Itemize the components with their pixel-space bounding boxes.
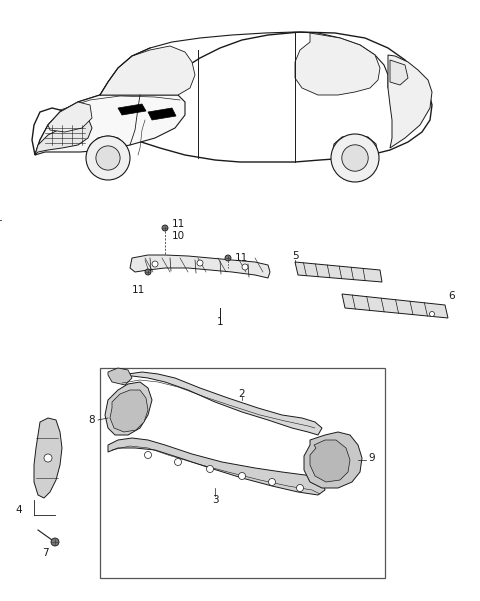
Polygon shape [108, 438, 325, 495]
Circle shape [331, 134, 379, 182]
Circle shape [297, 484, 303, 492]
Text: 3: 3 [212, 495, 218, 505]
Circle shape [175, 459, 181, 466]
Text: 5: 5 [292, 251, 299, 261]
Polygon shape [108, 368, 132, 385]
Circle shape [162, 225, 168, 231]
Polygon shape [118, 104, 146, 115]
Polygon shape [130, 255, 270, 278]
Polygon shape [32, 32, 432, 162]
Circle shape [206, 466, 214, 472]
Polygon shape [310, 440, 350, 482]
Text: 2: 2 [239, 389, 245, 399]
Circle shape [86, 136, 130, 180]
Polygon shape [295, 33, 380, 95]
Circle shape [268, 478, 276, 486]
Circle shape [242, 264, 248, 270]
Text: 8: 8 [88, 415, 95, 425]
Polygon shape [105, 382, 152, 435]
Circle shape [430, 311, 434, 317]
Circle shape [225, 255, 231, 261]
Text: 11: 11 [172, 219, 185, 229]
Text: 11: 11 [132, 285, 145, 295]
Circle shape [96, 146, 120, 170]
Circle shape [51, 538, 59, 546]
Polygon shape [110, 390, 148, 432]
Circle shape [342, 145, 368, 171]
Circle shape [44, 454, 52, 462]
Circle shape [152, 261, 158, 267]
Circle shape [239, 472, 245, 480]
Polygon shape [390, 60, 408, 85]
Circle shape [145, 269, 151, 275]
Circle shape [144, 451, 152, 459]
Text: 4: 4 [15, 505, 22, 515]
Circle shape [197, 260, 203, 266]
Polygon shape [388, 55, 432, 148]
Text: 9: 9 [368, 453, 374, 463]
Bar [100, 368, 385, 578]
Polygon shape [88, 136, 128, 155]
Text: 11: 11 [235, 253, 248, 263]
Polygon shape [295, 262, 382, 282]
Polygon shape [342, 294, 448, 318]
Polygon shape [118, 372, 322, 435]
Text: 10: 10 [172, 231, 185, 241]
Text: 1: 1 [216, 317, 223, 327]
Polygon shape [100, 46, 195, 95]
Polygon shape [35, 118, 92, 155]
Polygon shape [304, 432, 362, 488]
Polygon shape [48, 102, 92, 132]
Polygon shape [332, 135, 378, 155]
Polygon shape [35, 95, 185, 155]
Polygon shape [148, 108, 176, 120]
Polygon shape [34, 418, 62, 498]
Text: 7: 7 [42, 548, 48, 558]
Text: 6: 6 [448, 291, 455, 301]
